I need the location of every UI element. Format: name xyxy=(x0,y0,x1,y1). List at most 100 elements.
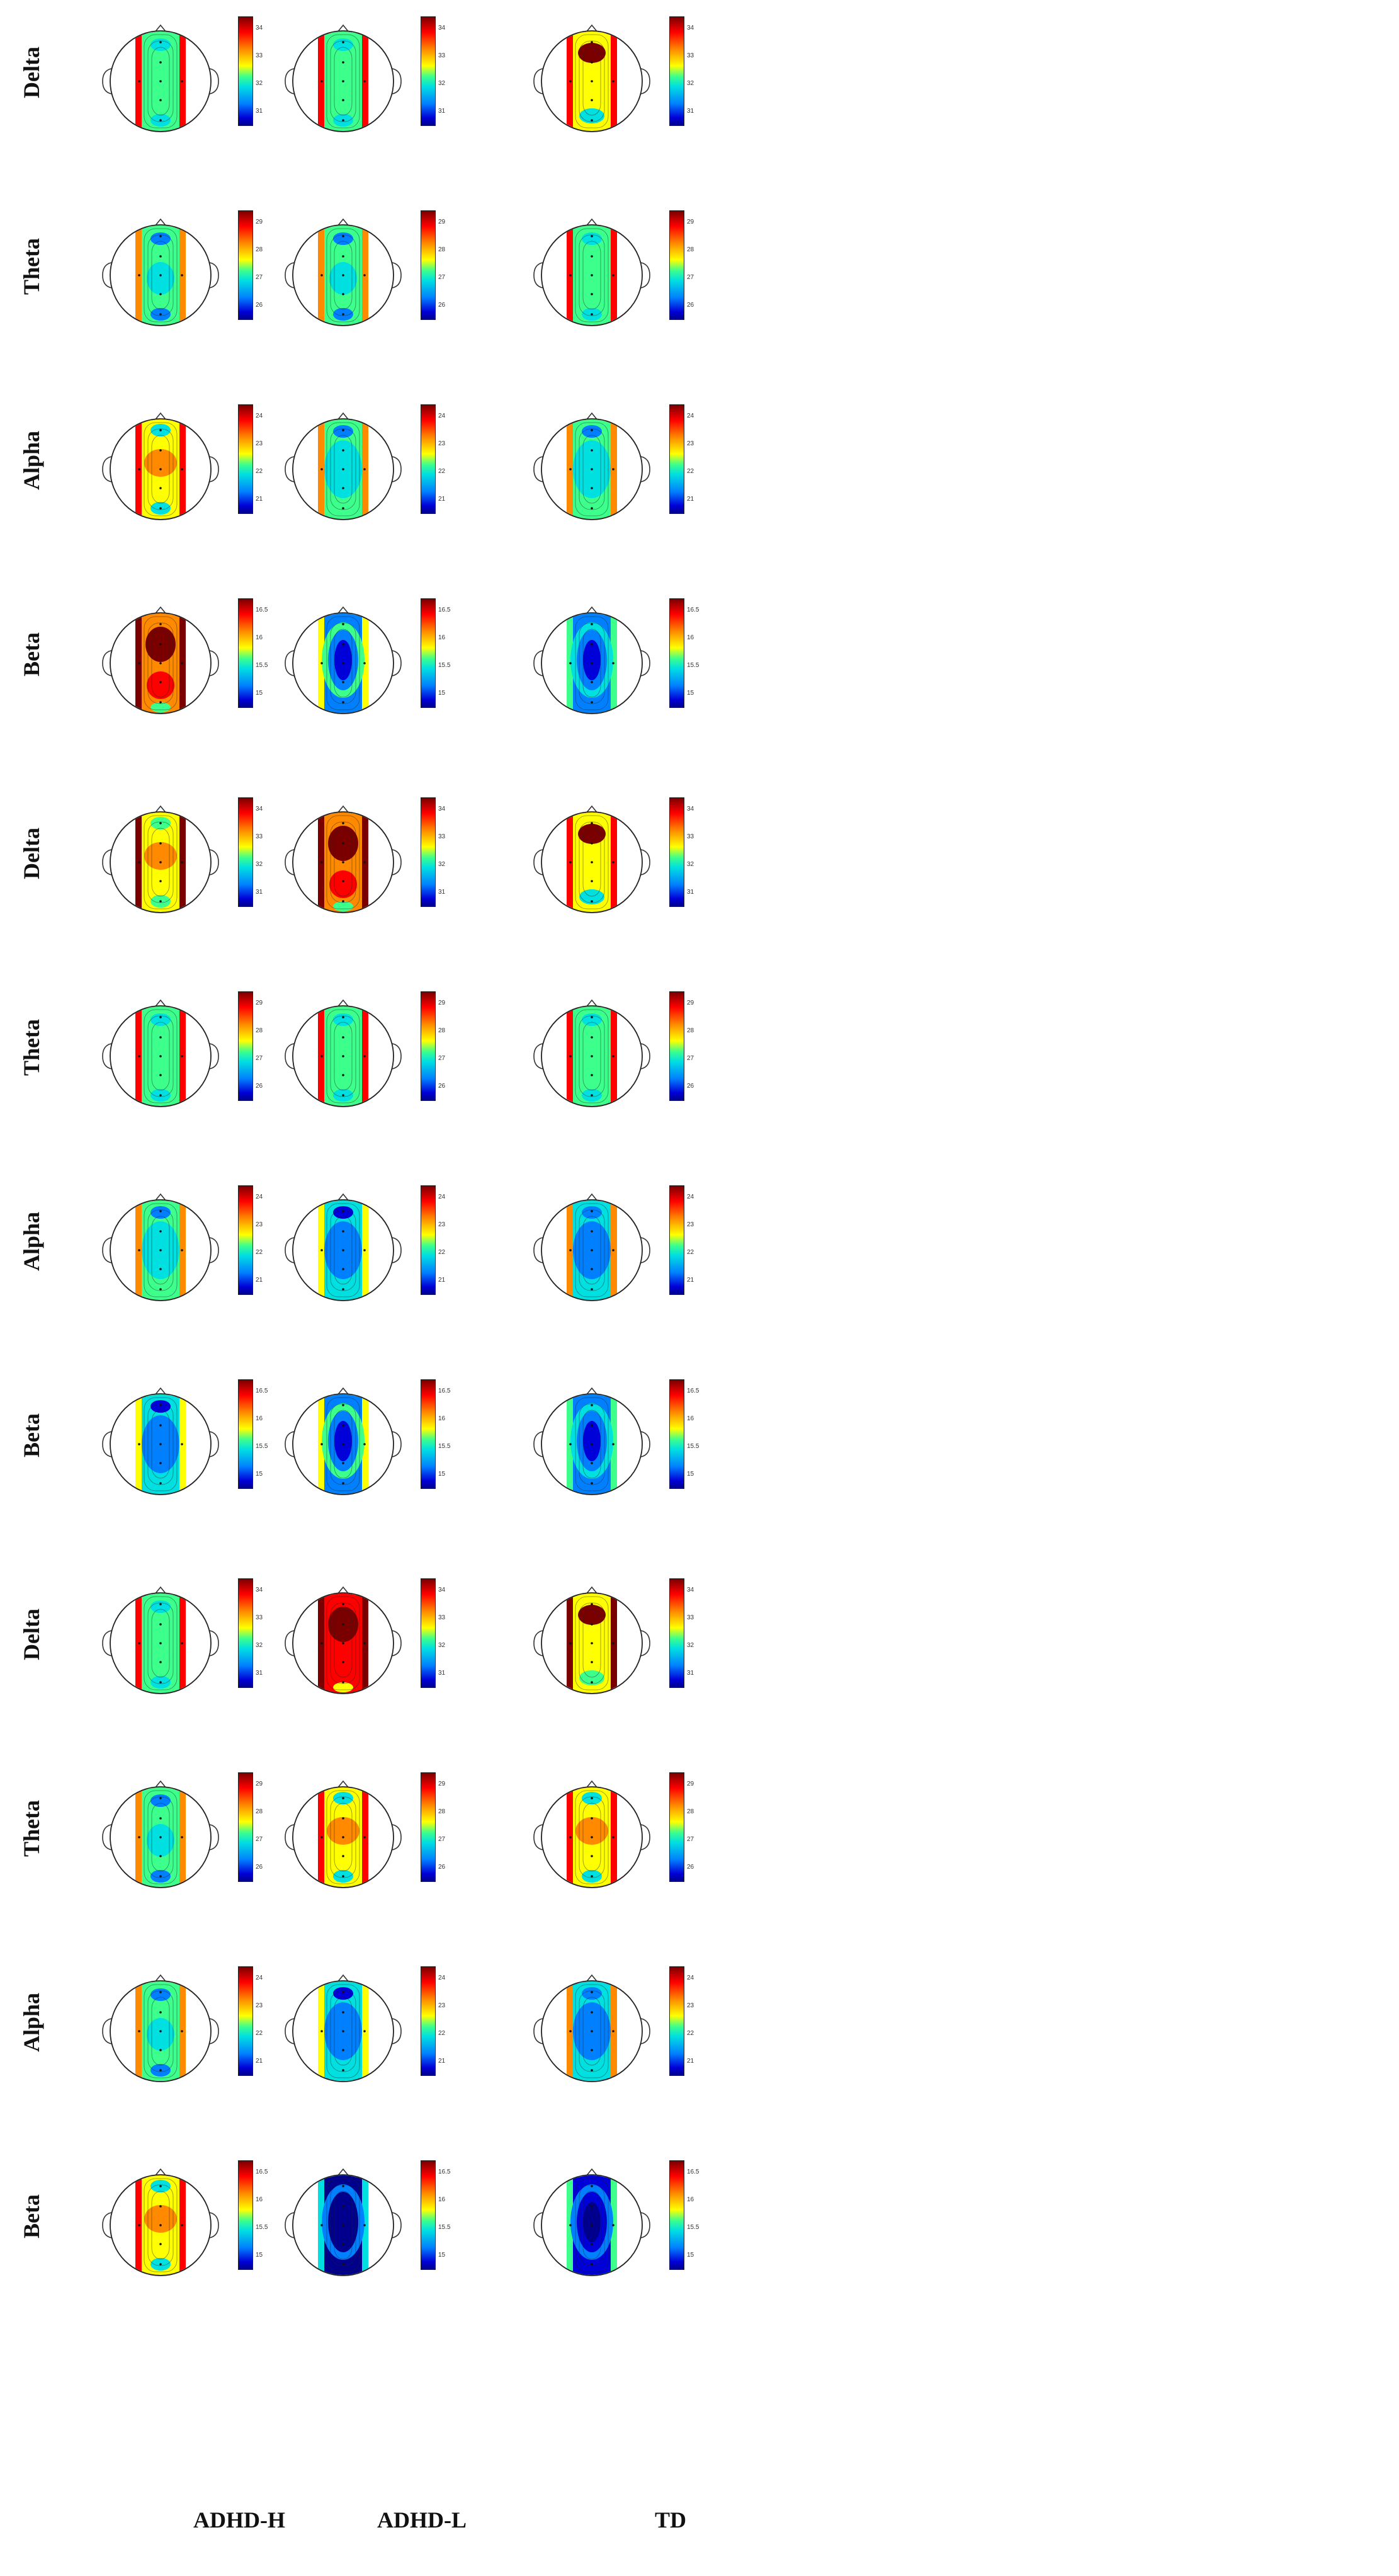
electrode-marker xyxy=(159,1642,162,1644)
electrode-marker xyxy=(320,1642,323,1644)
electrode-marker xyxy=(591,119,593,122)
electrode-marker xyxy=(342,1875,344,1878)
colorbar-tick-label: 32 xyxy=(438,1642,446,1649)
head-ear-left xyxy=(285,262,295,288)
scalp-map xyxy=(102,1387,219,1495)
colorbar-tick-label: 23 xyxy=(256,440,263,447)
colorbar-tick-label: 24 xyxy=(438,1975,446,1981)
scalp-map xyxy=(102,24,219,132)
colorbar-tick-label: 32 xyxy=(438,80,446,87)
electrode-marker xyxy=(591,2185,593,2187)
electrode-marker xyxy=(363,1642,366,1644)
electrode-marker xyxy=(181,662,183,664)
scalp-map xyxy=(285,1193,402,1301)
colorbar-tick-label: 21 xyxy=(687,2058,694,2065)
electrode-marker xyxy=(320,1249,323,1251)
head-ear-right xyxy=(640,1237,650,1263)
electrode-marker xyxy=(159,2224,162,2226)
colorbar xyxy=(669,1966,684,2076)
colorbar xyxy=(421,404,436,514)
electrode-marker xyxy=(591,255,593,258)
electrode-marker xyxy=(591,643,593,646)
band-label-theta: Theta xyxy=(5,1769,58,1888)
electrode-marker xyxy=(342,623,344,625)
topo-map-adhd-l-alpha: 24 23 22 21 xyxy=(277,401,460,533)
head-outline xyxy=(110,1393,212,1495)
colorbar-tick-label: 16 xyxy=(438,2196,446,2203)
scalp-map xyxy=(285,218,402,326)
electrode-marker xyxy=(591,1875,593,1878)
electrode-marker xyxy=(363,80,366,83)
colorbar-tick-label: 16 xyxy=(438,1415,446,1422)
electrode-marker xyxy=(342,1991,344,1993)
electrode-marker xyxy=(159,61,162,64)
colorbar xyxy=(421,991,436,1101)
colorbar-tick-label: 22 xyxy=(438,468,446,475)
electrode-marker xyxy=(181,2030,183,2032)
electrode-marker xyxy=(569,2224,572,2226)
colorbar-tick-label: 34 xyxy=(687,806,694,812)
electrode-marker xyxy=(569,861,572,863)
colorbar xyxy=(238,210,253,320)
colorbar-tick-label: 28 xyxy=(256,1027,263,1034)
electrode-marker xyxy=(569,1443,572,1445)
colorbar-tick-label: 26 xyxy=(687,302,694,309)
head-ear-left xyxy=(533,2212,543,2238)
colorbar-tick-label: 23 xyxy=(438,440,446,447)
electrode-marker xyxy=(591,2011,593,2014)
colorbar-tick-label: 24 xyxy=(687,1194,694,1200)
band-label-text: Delta xyxy=(19,47,44,98)
colorbar-tick-label: 27 xyxy=(687,274,694,281)
colorbar xyxy=(421,2160,436,2270)
electrode-marker xyxy=(159,1036,162,1039)
electrode-marker xyxy=(159,1797,162,1799)
electrode-marker xyxy=(342,1797,344,1799)
electrode-marker xyxy=(159,861,162,863)
colorbar-tick-label: 22 xyxy=(687,2030,694,2037)
head-outline xyxy=(110,612,212,714)
colorbar-tick-label: 16 xyxy=(256,634,263,641)
electrode-marker xyxy=(342,662,344,664)
head-ear-left xyxy=(533,262,543,288)
scalp-map xyxy=(533,1193,650,1301)
topo-map-adhd-l-delta: 34 33 32 31 xyxy=(277,794,460,926)
electrode-marker xyxy=(342,2243,344,2245)
colorbar-tick-label: 26 xyxy=(438,1083,446,1090)
colorbar-tick-label: 29 xyxy=(256,219,263,225)
electrode-marker xyxy=(138,468,140,470)
head-ear-right xyxy=(392,262,402,288)
colorbar-tick-label: 33 xyxy=(687,52,694,59)
topo-map-td-theta: 29 28 27 26 xyxy=(526,1769,708,1901)
electrode-marker xyxy=(342,1462,344,1464)
electrode-marker xyxy=(159,1817,162,1820)
electrode-marker xyxy=(569,1836,572,1838)
head-ear-right xyxy=(392,1237,402,1263)
colorbar xyxy=(238,16,253,126)
electrode-marker xyxy=(342,822,344,824)
electrode-marker xyxy=(591,1094,593,1097)
electrode-marker xyxy=(159,507,162,510)
colorbar xyxy=(669,16,684,126)
head-ear-right xyxy=(392,1043,402,1069)
topo-map-adhd-h-alpha: 24 23 22 21 xyxy=(94,1963,277,2095)
head-ear-right xyxy=(640,1824,650,1850)
electrode-marker xyxy=(591,2049,593,2051)
colorbar-tick-label: 23 xyxy=(687,440,694,447)
band-label-delta: Delta xyxy=(5,13,58,132)
head-outline xyxy=(541,1005,643,1107)
electrode-marker xyxy=(591,1681,593,1684)
electrode-marker xyxy=(159,1055,162,1057)
colorbar xyxy=(238,404,253,514)
colorbar-tick-label: 31 xyxy=(438,108,446,115)
colorbar-tick-label: 24 xyxy=(256,1194,263,1200)
band-label-delta: Delta xyxy=(5,1575,58,1694)
head-ear-left xyxy=(102,1824,112,1850)
group-label-adhd-h: ADHD-H xyxy=(193,2507,285,2533)
electrode-marker xyxy=(181,80,183,83)
head-ear-left xyxy=(533,2018,543,2044)
topo-map-td-delta: 34 33 32 31 xyxy=(526,13,708,145)
head-ear-right xyxy=(209,68,219,94)
colorbar-tick-label: 22 xyxy=(687,468,694,475)
head-outline xyxy=(292,1786,394,1888)
colorbar xyxy=(669,1379,684,1489)
